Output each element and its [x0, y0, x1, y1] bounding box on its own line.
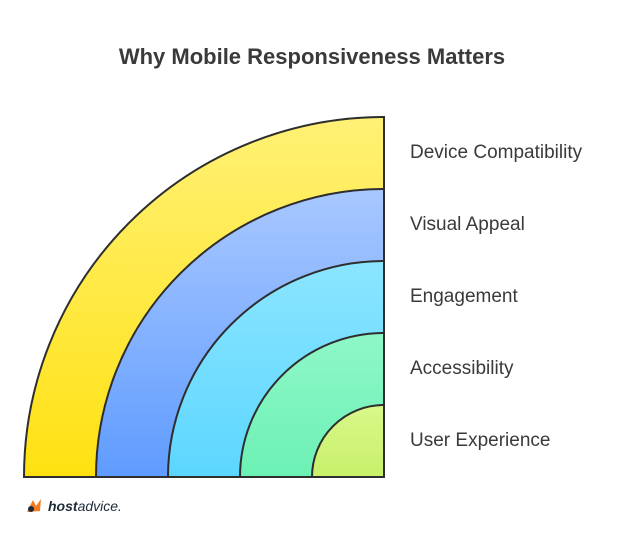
label-device-compatibility: Device Compatibility	[410, 142, 583, 163]
diagram-title: Why Mobile Responsiveness Matters	[118, 44, 506, 69]
brand-text: hostadvice.	[48, 498, 122, 514]
label-engagement: Engagement	[410, 286, 518, 307]
label-visual-appeal: Visual Appeal	[410, 214, 525, 235]
label-user-experience: User Experience	[410, 430, 551, 451]
label-accessibility: Accessibility	[410, 358, 514, 379]
hostadvice-icon	[27, 499, 41, 512]
hostadvice-logo: hostadvice.	[24, 496, 122, 516]
band-user-experience	[310, 403, 385, 478]
